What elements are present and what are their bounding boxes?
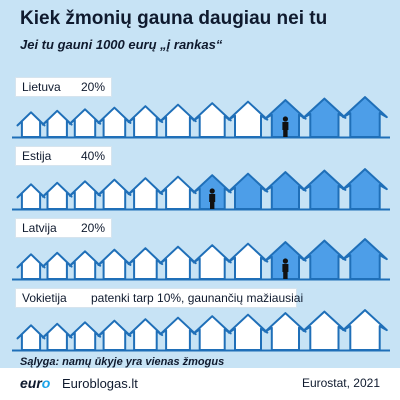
house-icon-filled (302, 239, 347, 280)
house-icon (227, 100, 269, 138)
house-icon (68, 250, 102, 280)
footer-bar (0, 368, 400, 400)
country-value: 20% (81, 221, 106, 235)
house-icon (342, 309, 388, 351)
source-label: Eurostat, 2021 (301, 376, 380, 390)
house-icon (97, 178, 132, 210)
country-name: Vokietija (22, 291, 67, 305)
house-icon (97, 106, 132, 138)
house-icon (227, 242, 269, 280)
house-icon (68, 180, 102, 210)
house-icon-filled (264, 171, 307, 210)
house-icon (192, 102, 232, 138)
house-icon-filled (342, 238, 388, 280)
chart-subtitle: Jei tu gauni 1000 eurų „į rankas“ (20, 37, 223, 52)
house-icon (97, 248, 132, 280)
country-name: Latvija (22, 221, 57, 235)
house-icon (16, 183, 46, 210)
country-value: 40% (81, 149, 106, 163)
house-icon (127, 177, 164, 210)
country-value: 20% (81, 80, 106, 94)
house-icon (302, 310, 347, 351)
house-icon (159, 103, 197, 138)
person-icon (282, 258, 289, 279)
house-icon (264, 312, 307, 351)
row-label-estija: Estija 40% (15, 146, 112, 166)
house-icon (127, 247, 164, 280)
chart-title: Kiek žmonių gauna daugiau nei tu (20, 8, 328, 29)
house-icon-filled (302, 169, 347, 210)
house-icon (16, 111, 46, 138)
house-icon (68, 321, 102, 351)
house-icon (159, 175, 197, 210)
house-icon (97, 319, 132, 351)
house-pictogram (12, 96, 390, 352)
house-icon-filled (302, 97, 347, 138)
condition-note: Sąlyga: namų ūkyje yra vienas žmogus (20, 356, 225, 368)
house-icon (41, 251, 73, 280)
row-label-vokietija: Vokietija patenki tarp 10%, gaunančių ma… (15, 288, 303, 308)
house-icon (192, 244, 232, 280)
house-icon (41, 109, 73, 138)
country-name: Estija (22, 149, 52, 163)
house-icon-filled (227, 172, 269, 210)
country-name: Lietuva (22, 80, 61, 94)
house-icon (127, 318, 164, 351)
euroblogas-logo: euro (20, 375, 51, 391)
site-name: Euroblogas.lt (62, 376, 138, 391)
house-icon (192, 315, 232, 351)
house-icon-filled (342, 168, 388, 210)
row-label-lietuva: Lietuva 20% (15, 77, 112, 97)
house-icon (41, 322, 73, 351)
house-icon (159, 316, 197, 351)
country-value: patenki tarp 10%, gaunančių mažiausiai (91, 291, 304, 305)
person-icon (209, 188, 216, 209)
house-icon-filled (342, 96, 388, 138)
house-icon (159, 245, 197, 280)
house-icon (16, 253, 46, 280)
house-icon (227, 313, 269, 351)
house-icon (127, 105, 164, 138)
house-icon (41, 181, 73, 210)
house-icon (16, 324, 46, 351)
row-label-latvija: Latvija 20% (15, 218, 112, 238)
person-icon (282, 116, 289, 137)
house-icon (68, 108, 102, 138)
